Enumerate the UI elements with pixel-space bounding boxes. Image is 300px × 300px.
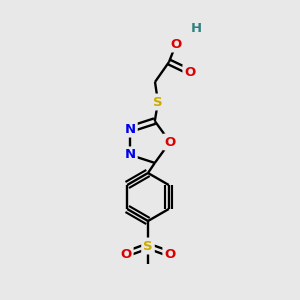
Text: O: O bbox=[184, 65, 196, 79]
Text: O: O bbox=[164, 136, 175, 148]
Text: O: O bbox=[164, 248, 175, 260]
Text: O: O bbox=[170, 38, 182, 50]
Text: O: O bbox=[120, 248, 132, 260]
Text: N: N bbox=[124, 123, 136, 136]
Text: S: S bbox=[153, 95, 163, 109]
Text: H: H bbox=[190, 22, 202, 34]
Text: N: N bbox=[124, 148, 136, 161]
Text: S: S bbox=[143, 239, 153, 253]
